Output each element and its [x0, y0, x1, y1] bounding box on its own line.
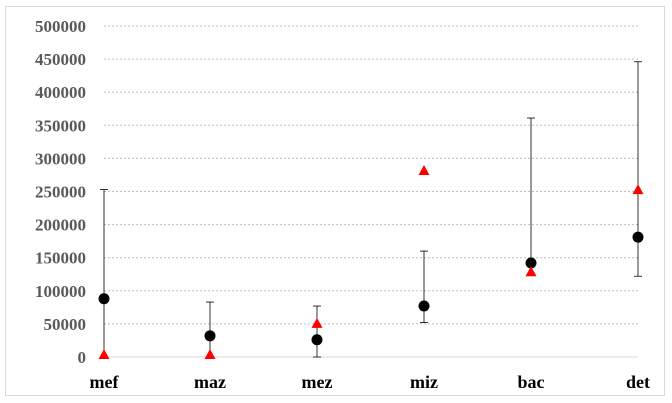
y-tick-label: 500000 [35, 17, 86, 36]
error-bars [100, 61, 642, 358]
data-markers [98, 164, 644, 360]
y-tick-label: 50000 [44, 315, 87, 334]
y-tick-label: 150000 [35, 249, 86, 268]
data-point-circle [525, 257, 537, 269]
y-tick-label: 350000 [35, 116, 86, 135]
x-tick-label: maz [194, 372, 226, 392]
gridlines [104, 25, 638, 325]
y-tick-label: 450000 [35, 50, 86, 69]
data-point-circle [204, 330, 216, 342]
y-tick-label: 100000 [35, 282, 86, 301]
data-point-triangle [98, 349, 110, 360]
x-tick-label: mef [90, 372, 120, 392]
data-point-circle [418, 300, 430, 312]
y-tick-label: 0 [78, 348, 87, 367]
data-point-triangle [418, 164, 430, 175]
data-point-triangle [311, 317, 323, 328]
x-tick-label: bac [518, 372, 545, 392]
data-point-circle [632, 231, 644, 243]
y-tick-label: 400000 [35, 83, 86, 102]
x-tick-label: det [626, 372, 650, 392]
y-tick-label: 300000 [35, 149, 86, 168]
y-tick-label: 250000 [35, 183, 86, 202]
x-tick-label: mez [302, 372, 333, 392]
data-point-circle [311, 334, 323, 346]
x-tick-label: miz [410, 372, 438, 392]
chart-frame [5, 6, 665, 396]
tick-labels: 0 50000 100000 150000 200000 250000 300000 3500… [35, 17, 650, 392]
data-point-triangle [632, 184, 644, 195]
data-point-triangle [204, 349, 216, 360]
data-point-triangle [525, 266, 537, 277]
data-point-circle [98, 293, 110, 305]
y-tick-label: 200000 [35, 216, 86, 235]
